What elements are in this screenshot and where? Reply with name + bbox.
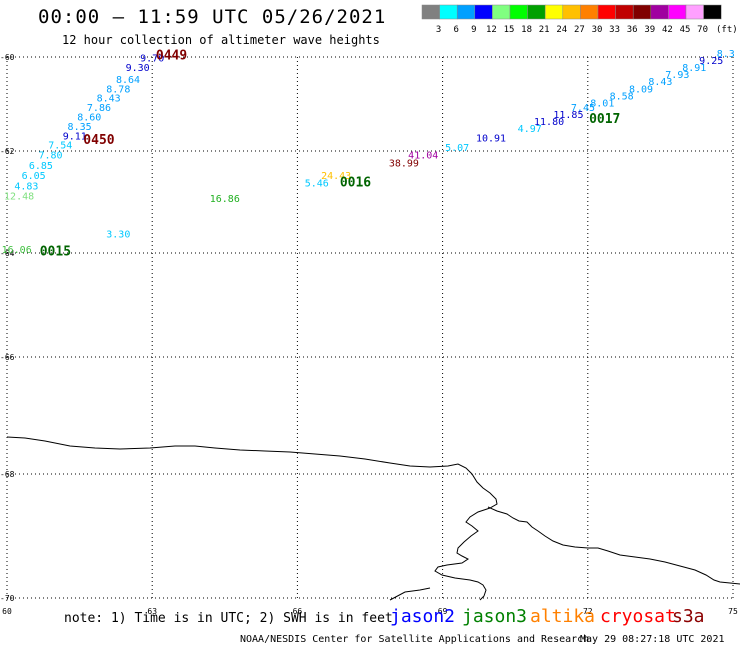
satellite-legend-jason3: jason3 bbox=[462, 606, 528, 627]
wave-height-label: 38.99 bbox=[389, 158, 419, 169]
footer-timestamp: May 29 08:27:18 UTC 2021 bbox=[580, 634, 725, 645]
legend-tick-label: 45 bbox=[680, 25, 691, 35]
pass-time-label: 0016 bbox=[340, 176, 371, 191]
satellite-legend-altika: altika bbox=[530, 606, 596, 627]
legend-tick-label: 70 bbox=[697, 25, 708, 35]
wave-height-label: 8.60 bbox=[77, 112, 101, 123]
antarctic-coastline bbox=[6, 436, 498, 601]
legend-tick-label: 42 bbox=[662, 25, 673, 35]
legend-tick-label: 12 bbox=[486, 25, 497, 35]
wave-height-label: 6.05 bbox=[22, 171, 46, 182]
wave-height-label: 8.09 bbox=[629, 84, 653, 95]
latitude-tick-label: -68 bbox=[0, 470, 15, 479]
latitude-tick-label: -60 bbox=[0, 53, 15, 62]
coastline bbox=[6, 436, 740, 601]
wave-height-label: 3.30 bbox=[106, 230, 130, 241]
legend-tick-label: 9 bbox=[471, 25, 476, 35]
wave-height-label: 8.43 bbox=[648, 77, 672, 88]
wave-height-label: 8.58 bbox=[610, 91, 634, 102]
wave-height-label: 4.97 bbox=[518, 124, 542, 135]
latitude-tick-label: -62 bbox=[0, 147, 15, 156]
wave-height-label: 24.43 bbox=[321, 171, 351, 182]
wave-height-label: 5.46 bbox=[305, 179, 329, 190]
wave-height-label: 8.78 bbox=[106, 84, 130, 95]
color-scale-legend: 3 6 9 12 15 18 21 24 27 30 33 36 39 42 45 70 (ft) bbox=[421, 4, 738, 35]
wave-height-label: 12.48 bbox=[4, 191, 34, 202]
legend-tick-label: 15 bbox=[504, 25, 515, 35]
pass-time-labels: 0449 0450 0015 0016 0017 bbox=[40, 48, 621, 259]
wave-height-label: 8.43 bbox=[97, 94, 121, 105]
wave-height-label: 7.86 bbox=[87, 103, 111, 114]
wave-height-label: 9.30 bbox=[126, 63, 150, 74]
legend-tick-label: 33 bbox=[609, 25, 620, 35]
legend-tick-label: 39 bbox=[644, 25, 655, 35]
pass-time-label: 0015 bbox=[40, 245, 71, 260]
longitude-tick-label: 75 bbox=[728, 607, 738, 616]
latitude-tick-label: -66 bbox=[0, 353, 15, 362]
wave-height-label: 11.85 bbox=[553, 110, 583, 121]
satellite-legend-s3a: s3a bbox=[672, 606, 705, 627]
observation-labels: 9.709.308.648.788.437.868.608.359.117.54… bbox=[2, 49, 735, 256]
wave-height-label: 7.80 bbox=[39, 151, 63, 162]
wave-height-label: 9.70 bbox=[140, 54, 164, 65]
coastline-south-segment bbox=[389, 587, 431, 601]
legend-tick-label: 18 bbox=[521, 25, 532, 35]
units-note: note: 1) Time is in UTC; 2) SWH is in fe… bbox=[64, 611, 393, 626]
legend-unit-label: (ft) bbox=[716, 25, 738, 35]
wave-height-label: 7.54 bbox=[48, 141, 72, 152]
wave-height-label: 16.86 bbox=[210, 194, 240, 205]
wave-height-label: 4.83 bbox=[14, 181, 38, 192]
longitude-tick-label: 69 bbox=[438, 607, 448, 616]
footer-source: NOAA/NESDIS Center for Satellite Applica… bbox=[240, 634, 590, 645]
wave-height-label: 8.3 bbox=[717, 49, 735, 60]
wave-height-label: 6.85 bbox=[29, 161, 53, 172]
wave-height-label: 9.11 bbox=[63, 131, 87, 142]
legend-tick-label: 36 bbox=[627, 25, 638, 35]
longitude-tick-label: 72 bbox=[583, 607, 593, 616]
wave-height-label: 8.64 bbox=[116, 75, 140, 86]
wave-height-label: 7.93 bbox=[665, 70, 689, 81]
wave-height-label: 11.80 bbox=[534, 117, 564, 128]
longitude-tick-label: 63 bbox=[147, 607, 157, 616]
page-title: 00:00 – 11:59 UTC 05/26/2021 bbox=[38, 6, 387, 28]
longitude-tick-label: 60 bbox=[2, 607, 12, 616]
wave-height-label: 10.91 bbox=[476, 134, 506, 145]
map-grid: 60 63 66 69 72 75 -60 -62 -64 -66 -68 -70 bbox=[0, 53, 738, 616]
pass-time-label: 0017 bbox=[589, 112, 620, 127]
page-subtitle: 12 hour collection of altimeter wave hei… bbox=[62, 33, 380, 47]
wave-height-label: 7.45 bbox=[571, 103, 595, 114]
legend-tick-label: 6 bbox=[453, 25, 458, 35]
legend-tick-label: 3 bbox=[436, 25, 441, 35]
legend-swatch bbox=[703, 4, 722, 20]
legend-tick-label: 21 bbox=[539, 25, 550, 35]
legend-tick-label: 27 bbox=[574, 25, 585, 35]
satellite-legend-jason2: jason2 bbox=[390, 606, 456, 627]
longitude-tick-label: 66 bbox=[293, 607, 303, 616]
wave-height-label: 8.01 bbox=[590, 98, 614, 109]
wave-height-label: 5.07 bbox=[445, 143, 469, 154]
latitude-tick-label: -64 bbox=[0, 249, 15, 258]
wave-height-label: 8.91 bbox=[682, 63, 706, 74]
pass-time-label: 0449 bbox=[156, 48, 187, 63]
satellite-legend-cryosat: cryosat bbox=[600, 606, 676, 627]
wave-height-label: 16.06 bbox=[2, 245, 32, 256]
pass-time-label: 0450 bbox=[83, 133, 114, 148]
legend-tick-label: 24 bbox=[556, 25, 567, 35]
wave-height-label: 41.04 bbox=[408, 151, 438, 162]
latitude-tick-label: -70 bbox=[0, 594, 15, 603]
coastline-east-segment bbox=[487, 506, 740, 585]
legend-tick-label: 30 bbox=[592, 25, 603, 35]
wave-height-label: 8.35 bbox=[68, 122, 92, 133]
wave-height-label: 9.25 bbox=[699, 56, 723, 67]
